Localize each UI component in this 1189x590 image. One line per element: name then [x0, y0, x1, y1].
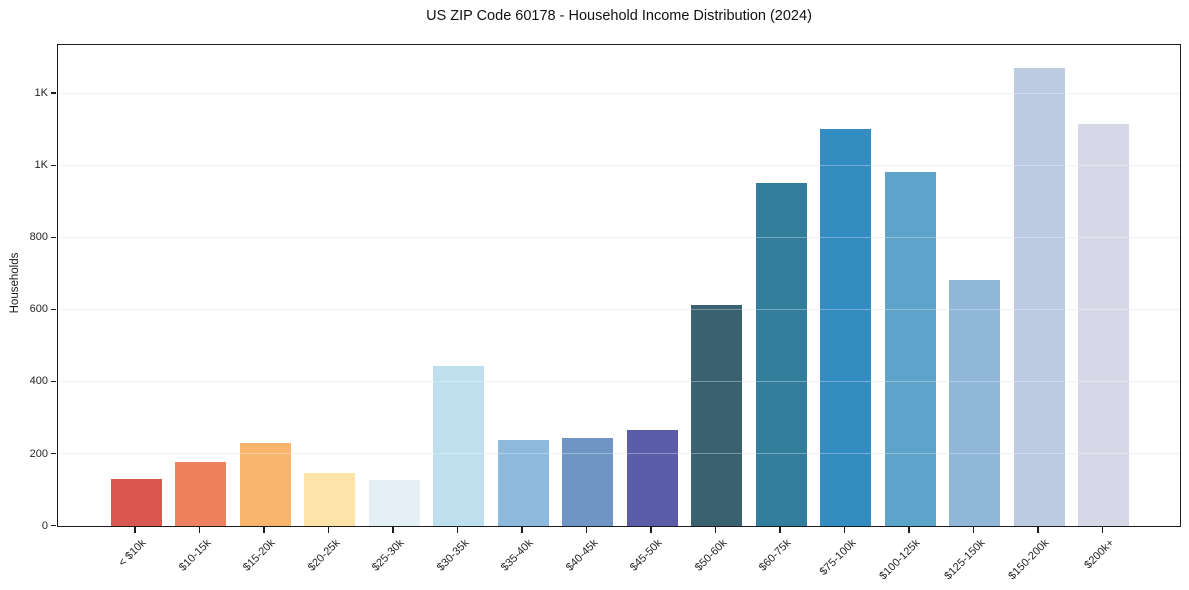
- y-axis-label: Households: [9, 252, 21, 314]
- gridline-overlay: [58, 92, 1180, 94]
- y-tick-mark: [51, 452, 56, 455]
- gridline: [58, 453, 1180, 455]
- bar-$150-200k: [1013, 67, 1065, 526]
- bar-$50-60k: [691, 304, 742, 526]
- x-tick-mark: [1101, 527, 1104, 533]
- bar-$75-100k: [820, 129, 871, 526]
- y-tick-label: 200: [29, 447, 48, 460]
- bar-$30-35k: [433, 366, 484, 526]
- x-tick-mark: [456, 527, 459, 533]
- x-tick-mark: [198, 527, 201, 533]
- bar-$45-50k: [626, 430, 678, 526]
- gridline: [58, 237, 1180, 239]
- y-tick-label: 1K: [34, 87, 48, 100]
- y-tick-mark: [51, 164, 56, 166]
- x-tick-mark: [263, 527, 265, 533]
- bar-$100-125k: [884, 171, 936, 526]
- x-tick-mark: [714, 527, 717, 533]
- gridline: [58, 164, 1180, 166]
- gridline: [58, 381, 1180, 383]
- y-tick-mark: [51, 380, 56, 383]
- bar-$125-150k: [949, 279, 1000, 526]
- x-tick-mark: [585, 527, 588, 533]
- gridline-overlay: [58, 453, 1180, 455]
- x-tick-mark: [779, 527, 781, 533]
- x-tick-mark: [327, 527, 330, 533]
- x-tick-mark: [134, 527, 136, 533]
- gridline-overlay: [58, 381, 1180, 383]
- gridline-overlay: [58, 164, 1180, 166]
- gridline: [58, 92, 1180, 94]
- x-tick-mark: [908, 527, 910, 533]
- plot-area: [57, 44, 1181, 527]
- x-tick-mark: [843, 527, 846, 533]
- y-tick-label: 400: [29, 375, 48, 388]
- bar-$60-75k: [755, 182, 807, 526]
- y-tick-label: 0: [41, 519, 48, 532]
- gridline-overlay: [58, 309, 1180, 311]
- x-tick-mark: [392, 527, 394, 533]
- y-tick-mark: [51, 308, 56, 311]
- chart-title: US ZIP Code 60178 - Household Income Dis…: [426, 8, 812, 24]
- y-tick-label: 600: [29, 303, 48, 316]
- y-tick-mark: [51, 236, 56, 238]
- bar-$10-15k: [175, 461, 226, 526]
- y-tick-mark: [51, 525, 56, 527]
- bar-$15-20k: [239, 443, 291, 526]
- bar-$25-30k: [368, 480, 420, 526]
- gridline-overlay: [58, 237, 1180, 239]
- x-tick-mark: [521, 527, 523, 533]
- bar-$35-40k: [497, 440, 549, 526]
- bar-$200k+: [1078, 123, 1129, 526]
- x-tick-mark: [972, 527, 975, 533]
- bar-$40-45k: [562, 437, 613, 526]
- bar-< $10k: [110, 479, 162, 526]
- x-tick-mark: [1037, 527, 1039, 533]
- x-tick-mark: [650, 527, 652, 533]
- y-tick-label: 1K: [34, 159, 48, 172]
- y-tick-mark: [51, 92, 56, 94]
- gridline: [58, 309, 1180, 311]
- x-tick-label: < $10k: [116, 537, 149, 570]
- bar-$20-25k: [304, 473, 355, 526]
- y-tick-label: 800: [29, 231, 48, 244]
